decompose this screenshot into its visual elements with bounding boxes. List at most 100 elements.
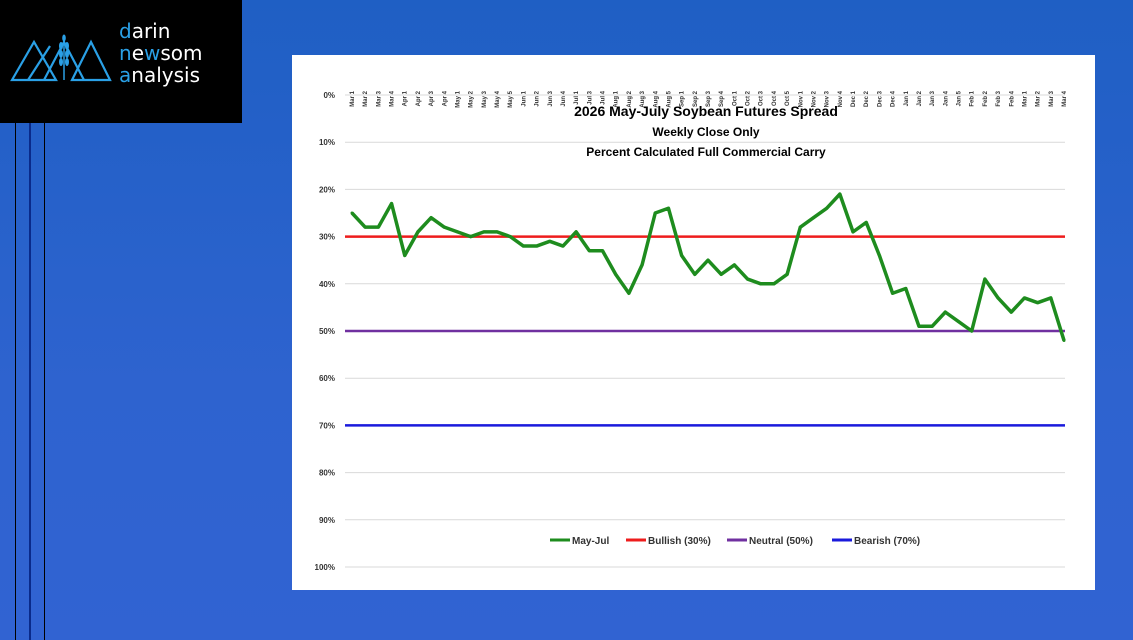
reference-lines [345,235,1065,427]
decor-line [44,123,45,640]
data-point [548,239,552,243]
x-tick-label: Dec 4 [891,90,897,107]
x-tick-label: Oct 5 [785,90,791,106]
x-tick-label: Apr 1 [403,90,409,106]
x-tick-label: Jan 2 [917,90,923,106]
data-point [403,253,407,257]
x-tick-label: May 4 [495,90,501,107]
logo-line-3: analysis [119,63,200,87]
data-point [851,230,855,234]
data-point [943,310,947,314]
data-point [574,230,578,234]
x-tick-label: Mar 3 [376,90,382,106]
y-axis: 0% 10% 20% 30% 40% 50% 60% 70% 80% 90% 100% [315,91,335,572]
x-tick-label: Jun 4 [561,90,567,106]
logo: darin newsom analysis [0,0,242,123]
data-point [680,253,684,257]
x-tick-label: Aug 4 [653,90,659,107]
y-tick-label: 100% [315,563,335,572]
x-tick-label: Feb 4 [1009,90,1015,106]
data-point [390,202,394,206]
legend-label: May-Jul [572,536,609,547]
data-point [1049,296,1053,300]
y-tick-label: 50% [319,327,335,336]
data-point [1036,301,1040,305]
x-tick-label: May 3 [482,90,488,107]
data-point [429,216,433,220]
data-point [732,263,736,267]
x-tick-label: Oct 2 [746,90,752,106]
y-tick-label: 60% [319,374,335,383]
data-point [983,277,987,281]
x-tick-label: Jan 5 [957,90,963,106]
data-point [864,220,868,224]
x-tick-label: Nov 1 [798,90,804,107]
x-tick-label: Mar 4 [1062,90,1068,106]
x-tick-label: Sep 4 [719,90,725,107]
x-tick-label: May 1 [455,90,461,107]
data-point [521,244,525,248]
data-point [1022,296,1026,300]
x-tick-label: Jan 4 [943,90,949,106]
x-tick-label: Feb 2 [983,90,989,106]
data-point [811,216,815,220]
x-tick-label: Jul 3 [587,90,593,104]
x-tick-label: Aug 1 [614,90,620,107]
data-point [614,272,618,276]
logo-wordmark: darin newsom analysis [119,20,203,86]
y-tick-label: 30% [319,233,335,242]
x-tick-label: Mar 1 [1022,90,1028,106]
data-point [442,225,446,229]
x-tick-label: Nov 2 [811,90,817,107]
y-tick-label: 40% [319,280,335,289]
x-tick-label: Jan 3 [930,90,936,106]
data-point [996,296,1000,300]
chart-subtitle-1: Weekly Close Only [652,125,759,139]
x-tick-label: Oct 4 [772,90,778,106]
data-point [376,225,380,229]
x-tick-label: Sep 3 [706,90,712,107]
x-tick-label: May 2 [469,90,475,107]
x-tick-label: Nov 4 [838,90,844,107]
data-point [587,249,591,253]
data-point [798,225,802,229]
data-point [455,230,459,234]
x-tick-label: Mar 3 [1049,90,1055,106]
x-tick-label: Jun 3 [548,90,554,106]
x-tick-label: Feb 1 [970,90,976,106]
x-tick-label: Jun 1 [521,90,527,106]
data-point [601,249,605,253]
x-tick-label: Jan 1 [904,90,910,106]
x-tick-label: Jun 2 [535,90,541,106]
x-tick-label: Sep 1 [680,90,686,107]
data-point [719,272,723,276]
x-tick-label: Dec 2 [864,90,870,107]
x-tick-label: Dec 3 [877,90,883,107]
chart-subtitle-2: Percent Calculated Full Commercial Carry [586,145,826,159]
x-tick-label: Aug 5 [666,90,672,107]
y-tick-label: 20% [319,185,335,194]
data-point [838,192,842,196]
x-tick-label: Apr 3 [429,90,435,106]
y-tick-label: 70% [319,421,335,430]
x-tick-label: Feb 3 [996,90,1002,106]
decor-line [29,123,31,640]
data-point [957,320,961,324]
y-tick-label: 0% [323,91,335,100]
x-tick-label: Aug 3 [640,90,646,107]
chart-title: 2026 May-July Soybean Futures Spread [574,103,838,119]
data-point [970,329,974,333]
data-point [653,211,657,215]
data-point [350,211,354,215]
x-tick-label: Jul 4 [601,90,607,104]
y-tick-label: 10% [319,138,335,147]
series-line-may-jul [350,192,1066,341]
data-point [785,272,789,276]
x-tick-label: Sep 2 [693,90,699,107]
data-point [746,277,750,281]
data-point [363,225,367,229]
data-point [666,206,670,210]
legend-label: Bullish (30%) [648,536,711,547]
x-tick-label: Oct 3 [759,90,765,106]
